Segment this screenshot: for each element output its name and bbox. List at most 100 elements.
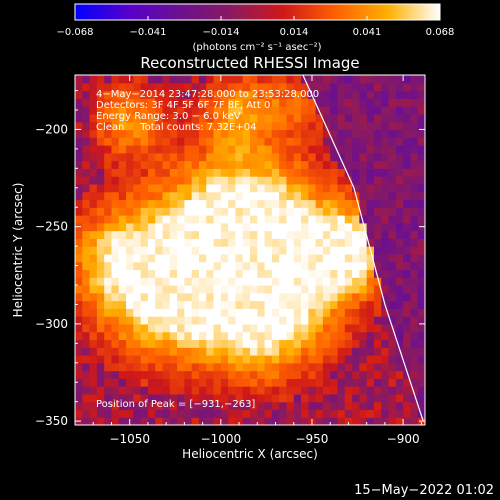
heatmap-cell [242, 316, 251, 325]
heatmap-cell [126, 253, 134, 263]
heatmap-cell [220, 183, 229, 193]
heatmap-cell [162, 145, 171, 154]
heatmap-cell [293, 160, 302, 169]
heatmap-cell [322, 292, 331, 302]
heatmap-cell [118, 238, 127, 247]
heatmap-cell [104, 168, 113, 177]
heatmap-cell [220, 316, 229, 325]
heatmap-cell [381, 316, 390, 325]
heatmap-cell [330, 261, 339, 271]
heatmap-cell [279, 253, 288, 263]
heatmap-cell [264, 386, 273, 395]
heatmap-cell [162, 331, 171, 341]
heatmap-cell [373, 137, 382, 146]
heatmap-cell [352, 316, 360, 325]
heatmap-cell [301, 82, 309, 92]
heatmap-cell [82, 160, 91, 169]
heatmap-cell [82, 378, 91, 387]
heatmap-cell [373, 253, 382, 263]
heatmap-cell [155, 339, 164, 348]
heatmap-cell [257, 393, 266, 403]
heatmap-cell [75, 121, 83, 131]
heatmap-cell [366, 75, 375, 84]
heatmap-cell [82, 238, 91, 247]
heatmap-cell [140, 347, 149, 356]
heatmap-cell [417, 347, 425, 356]
heatmap-cell [322, 145, 331, 154]
heatmap-cell [213, 113, 222, 123]
heatmap-cell [104, 370, 113, 379]
heatmap-cell [337, 417, 346, 425]
heatmap-cell [118, 191, 127, 201]
heatmap-cell [315, 277, 324, 286]
heatmap-cell [82, 113, 91, 123]
heatmap-cell [322, 152, 331, 162]
heatmap-cell [410, 362, 419, 372]
heatmap-cell [352, 160, 360, 169]
heatmap-cell [169, 347, 178, 356]
heatmap-cell [104, 362, 113, 372]
heatmap-cell [388, 129, 397, 138]
heatmap-cell [198, 222, 207, 232]
heatmap-cell [337, 145, 346, 154]
heatmap-cell [162, 370, 171, 379]
heatmap-cell [242, 82, 251, 92]
heatmap-cell [337, 409, 346, 418]
heatmap-cell [417, 75, 425, 84]
heatmap-cell [264, 106, 273, 115]
heatmap-cell [126, 215, 134, 224]
heatmap-cell [169, 121, 178, 131]
heatmap-cell [403, 393, 412, 403]
heatmap-cell [388, 339, 397, 348]
heatmap-cell [403, 323, 412, 333]
heatmap-cell [293, 121, 302, 131]
heatmap-cell [147, 409, 156, 418]
heatmap-cell [322, 417, 331, 425]
heatmap-cell [155, 355, 164, 364]
heatmap-cell [177, 207, 185, 216]
heatmap-cell [126, 347, 134, 356]
heatmap-cell [213, 215, 222, 224]
heatmap-cell [206, 386, 215, 395]
heatmap-cell [213, 253, 222, 263]
heatmap-cell [220, 378, 229, 387]
heatmap-cell [169, 222, 178, 232]
heatmap-cell [322, 106, 331, 115]
heatmap-cell [162, 417, 171, 425]
heatmap-cell [133, 222, 142, 232]
heatmap-cell [198, 355, 207, 364]
heatmap-cell [257, 145, 266, 154]
heatmap-cell [322, 176, 331, 185]
heatmap-cell [89, 316, 98, 325]
heatmap-cell [191, 191, 200, 201]
heatmap-cell [155, 393, 164, 403]
heatmap-cell [381, 355, 390, 364]
heatmap-cell [155, 417, 164, 425]
heatmap-cell [301, 300, 309, 309]
heatmap-cell [330, 339, 339, 348]
heatmap-cell [162, 113, 171, 123]
heatmap-cell [344, 152, 353, 162]
heatmap-cell [96, 246, 105, 255]
heatmap-cell [104, 230, 113, 239]
heatmap-cell [213, 160, 222, 169]
heatmap-cell [104, 129, 113, 138]
heatmap-cell [206, 347, 215, 356]
heatmap-cell [271, 82, 280, 92]
heatmap-cell [417, 393, 425, 403]
heatmap-cell [228, 362, 237, 372]
heatmap-cell [286, 137, 295, 146]
heatmap-cell [213, 98, 222, 107]
heatmap-cell [352, 207, 360, 216]
heatmap-cell [191, 370, 200, 379]
heatmap-cell [75, 98, 83, 107]
heatmap-cell [410, 238, 419, 247]
heatmap-cell [352, 362, 360, 372]
heatmap-cell [301, 323, 309, 333]
heatmap-cell [344, 183, 353, 193]
heatmap-cell [381, 183, 390, 193]
heatmap-cell [213, 145, 222, 154]
heatmap-cell [235, 137, 244, 146]
heatmap-cell [264, 355, 273, 364]
heatmap-cell [104, 215, 113, 224]
